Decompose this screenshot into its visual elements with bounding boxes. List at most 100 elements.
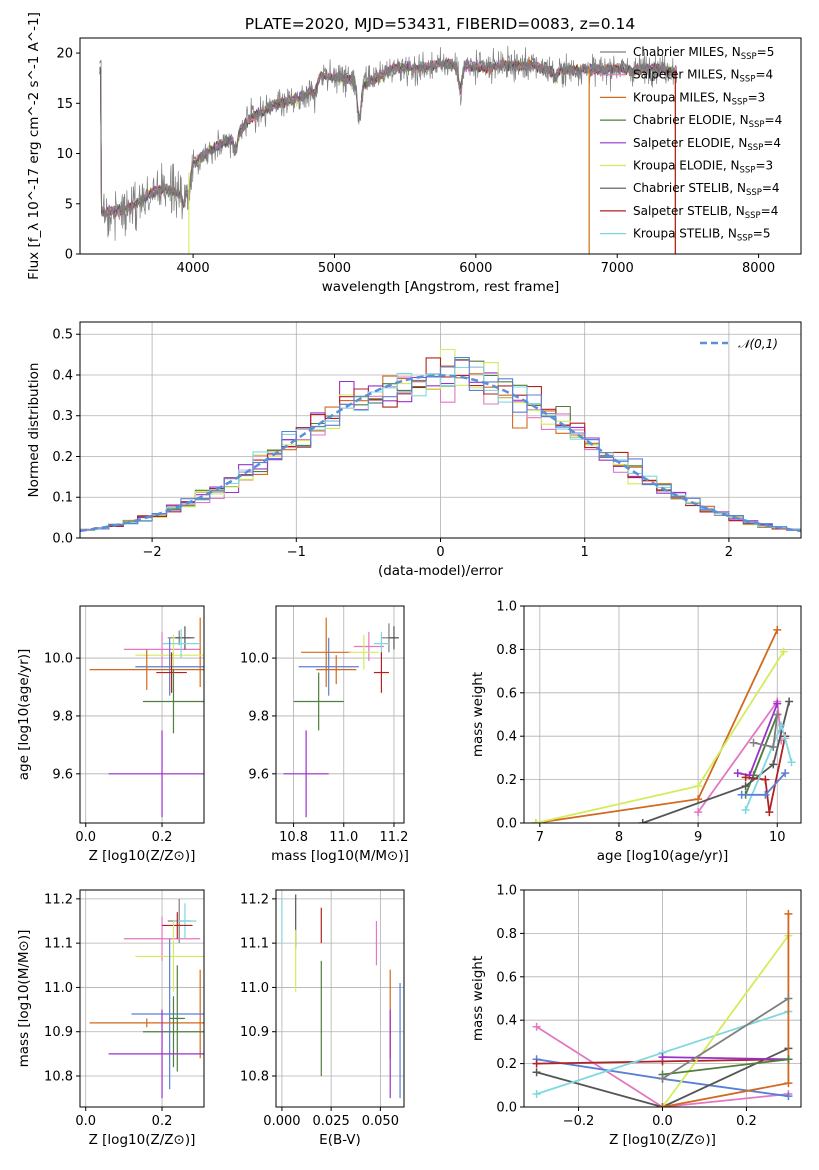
- weight-marker: [638, 819, 647, 823]
- axes-frame: [523, 605, 802, 824]
- weight-marker: [777, 721, 786, 730]
- y-tick-label: 1.0: [496, 884, 517, 899]
- weight-marker: [694, 808, 703, 817]
- plot-area: [80, 348, 801, 533]
- legend-label: Salpeter MILES, NSSP=4: [633, 68, 773, 85]
- weight-line: [745, 736, 787, 813]
- y-tick-label: 10.8: [240, 1070, 269, 1085]
- y-axis-label: Normed distribution: [26, 363, 42, 498]
- y-axis-label: mass weight: [470, 672, 486, 757]
- weight-marker: [779, 647, 788, 656]
- x-tick-label: −1: [287, 545, 306, 560]
- x-axis-label: Z [log10(Z/Z⊙)]: [89, 848, 196, 864]
- data-point: [131, 938, 204, 1090]
- weight-line: [536, 1047, 789, 1107]
- weight-marker: [532, 1068, 541, 1077]
- x-tick-label: 4000: [177, 261, 210, 276]
- x-axis-label: (data-model)/error: [378, 563, 504, 579]
- plot-area: [532, 909, 793, 1107]
- y-tick-label: 11.2: [240, 892, 269, 907]
- weight-marker: [741, 782, 750, 791]
- x-tick-label: 1: [581, 545, 589, 560]
- weight-marker: [773, 625, 782, 634]
- y-tick-label: 0.6: [496, 686, 517, 701]
- data-point: [373, 632, 389, 656]
- x-tick-label: 0: [436, 545, 444, 560]
- weight-marker: [784, 1055, 793, 1064]
- data-point: [123, 916, 201, 961]
- y-tick-label: 0.8: [496, 643, 517, 658]
- x-tick-label: 8000: [742, 261, 775, 276]
- y-tick-label: 0.3: [52, 409, 73, 424]
- x-axis-label: wavelength [Angstrom, rest frame]: [322, 279, 560, 295]
- mass-vs-z-axes: 0.0 0.2 10.8 10.9 11.0 11.1 11.2 Z [log10(Z/Z⊙)…: [16, 889, 205, 1148]
- y-tick-label: 0.4: [52, 368, 73, 383]
- x-tick-label: 0.050: [362, 1114, 399, 1129]
- weight-line: [661, 935, 790, 1107]
- x-axis-label: mass [log10(M/M⊙)]: [271, 848, 409, 864]
- y-tick-label: 10.9: [240, 1025, 269, 1040]
- weight-marker: [761, 775, 770, 784]
- x-tick-label: 11.0: [329, 830, 358, 845]
- axes-frame: [275, 889, 405, 1108]
- plot-area: [531, 625, 796, 823]
- plot-area: [89, 617, 204, 818]
- y-tick-label: 9.8: [248, 709, 269, 724]
- y-tick-label: 9.8: [52, 709, 73, 724]
- x-tick-label: 10.8: [279, 830, 308, 845]
- y-tick-label: 9.6: [248, 767, 269, 782]
- legend-label: Chabrier ELODIE, NSSP=4: [633, 113, 782, 130]
- legend-label: Chabrier STELIB, NSSP=4: [633, 181, 780, 198]
- data-point: [298, 637, 359, 696]
- y-tick-label: 11.2: [44, 892, 73, 907]
- x-tick-label: 9: [694, 830, 702, 845]
- spectrum-axes: 4000 5000 6000 7000 8000 0 5 10 15 20 wavelength […: [26, 12, 802, 295]
- weight-marker: [781, 734, 790, 743]
- weight-marker: [694, 782, 703, 791]
- data-point: [175, 626, 195, 650]
- histogram-step: [80, 366, 801, 531]
- x-tick-label: 0.0: [75, 830, 96, 845]
- x-tick-label: 0.2: [152, 1114, 173, 1129]
- y-axis-label: mass [log10(M/M⊙)]: [16, 930, 32, 1068]
- y-axis-label: age [log10(age/yr)]: [16, 649, 32, 781]
- legend-label: Chabrier MILES, NSSP=5: [633, 45, 774, 62]
- legend-label: 𝒩(0,1): [738, 337, 778, 351]
- x-tick-label: 2: [725, 545, 733, 560]
- x-axis-label: E(B-V): [319, 1132, 361, 1148]
- data-point: [162, 912, 193, 939]
- y-tick-label: 10: [56, 147, 73, 162]
- y-tick-label: 0.4: [496, 730, 517, 745]
- y-tick-label: 10.8: [44, 1070, 73, 1085]
- data-point: [142, 669, 204, 734]
- y-tick-label: 0.1: [52, 491, 73, 506]
- y-tick-label: 11.0: [240, 981, 269, 996]
- axes-frame: [79, 605, 205, 824]
- y-tick-label: 0.2: [496, 1057, 517, 1072]
- y-tick-label: 11.1: [240, 937, 269, 952]
- data-point: [388, 626, 399, 650]
- weight-marker: [784, 994, 793, 1003]
- mass-weight-vs-z-axes: −0.2 0.0 0.2 0.0 0.2 0.4 0.6 0.8 1.0 Z [log10(Z/Z…: [470, 884, 802, 1148]
- normal-curve: [80, 374, 801, 533]
- x-axis-label: age [log10(age/yr)]: [597, 848, 729, 864]
- x-tick-label: −2: [143, 545, 162, 560]
- weight-line: [535, 651, 785, 823]
- weight-marker: [773, 699, 782, 708]
- spectrum-legend: Chabrier MILES, NSSP=5 Salpeter MILES, NS…: [600, 45, 782, 244]
- grid: [276, 606, 404, 823]
- weight-marker: [741, 805, 750, 814]
- histogram-step: [80, 357, 801, 531]
- y-axis-label: Flux [f_λ 10^-17 erg cm^-2 s^-1 A^-1]: [26, 12, 42, 280]
- data-point: [169, 965, 185, 1072]
- y-tick-label: 0.2: [496, 773, 517, 788]
- x-tick-label: 0.2: [152, 830, 173, 845]
- weight-marker: [765, 808, 774, 817]
- y-tick-label: 0: [65, 248, 73, 263]
- legend-label: Kroupa STELIB, NSSP=5: [633, 227, 771, 244]
- y-tick-label: 11.1: [44, 937, 73, 952]
- age-vs-z-axes: 0.0 0.2 9.6 9.8 10.0 Z [log10(Z/Z⊙)] age [log1…: [16, 605, 205, 864]
- plot-area: [99, 45, 678, 254]
- x-tick-label: 5000: [318, 261, 351, 276]
